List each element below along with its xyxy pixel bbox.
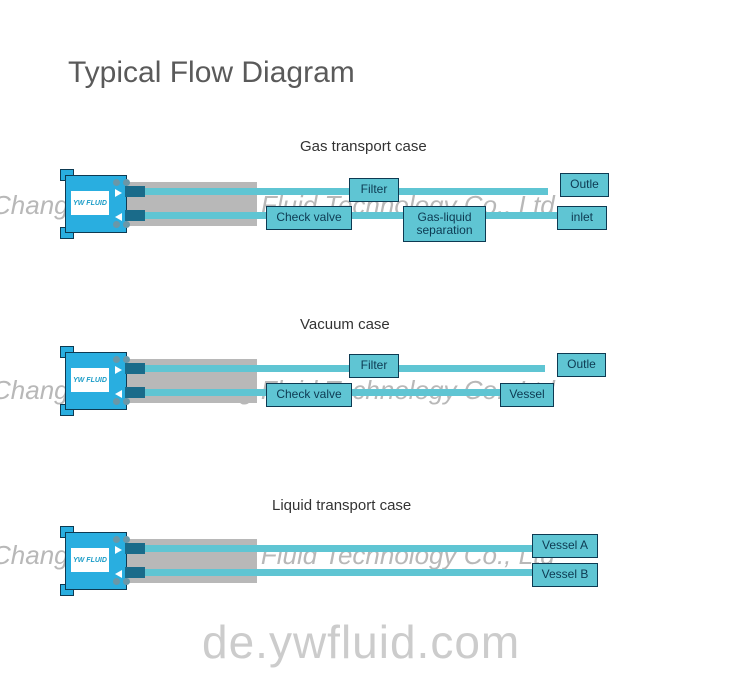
pump-screw <box>113 536 120 543</box>
flow-arrow-in <box>115 390 122 398</box>
pump-screw <box>113 398 120 405</box>
pump-port <box>125 567 145 578</box>
flow-node: Check valve <box>266 206 352 230</box>
flow-tube-upper <box>145 188 548 195</box>
section-title: Gas transport case <box>300 138 427 155</box>
pump-port <box>125 210 145 221</box>
flow-node: Outle <box>560 173 609 197</box>
pump-screw <box>123 356 130 363</box>
pump-port <box>125 186 145 197</box>
flow-node: Gas-liquid separation <box>403 206 486 242</box>
domain-watermark: de.ywfluid.com <box>202 615 520 669</box>
pump-screw <box>123 398 130 405</box>
flow-node: Vessel <box>500 383 554 407</box>
pump-logo: YW FLUID <box>71 191 109 215</box>
flow-node: Filter <box>349 178 399 202</box>
pump-screw <box>123 179 130 186</box>
flow-tube-upper <box>145 365 545 372</box>
flow-node: Vessel A <box>532 534 598 558</box>
flow-arrow-out <box>115 189 122 197</box>
flow-node: Check valve <box>266 383 352 407</box>
flow-node: Vessel B <box>532 563 598 587</box>
flow-tube-lower <box>145 212 601 219</box>
flow-arrow-out <box>115 546 122 554</box>
flow-node: inlet <box>557 206 607 230</box>
pump-logo: YW FLUID <box>71 368 109 392</box>
pump-screw <box>113 356 120 363</box>
pump-screw <box>113 221 120 228</box>
pump-screw <box>123 536 130 543</box>
flow-node: Filter <box>349 354 399 378</box>
pump-port <box>125 543 145 554</box>
pump-logo: YW FLUID <box>71 548 109 572</box>
flow-tube-upper <box>145 545 532 552</box>
flow-tube-lower <box>145 569 532 576</box>
pump-port <box>125 363 145 374</box>
section-title: Liquid transport case <box>272 497 411 514</box>
flow-arrow-in <box>115 213 122 221</box>
flow-arrow-out <box>115 366 122 374</box>
flow-arrow-in <box>115 570 122 578</box>
pump-screw <box>123 221 130 228</box>
page-title: Typical Flow Diagram <box>68 56 355 90</box>
pump-port <box>125 387 145 398</box>
pump-screw <box>123 578 130 585</box>
pump-screw <box>113 179 120 186</box>
flow-node: Outle <box>557 353 606 377</box>
section-title: Vacuum case <box>300 316 390 333</box>
pump-screw <box>113 578 120 585</box>
